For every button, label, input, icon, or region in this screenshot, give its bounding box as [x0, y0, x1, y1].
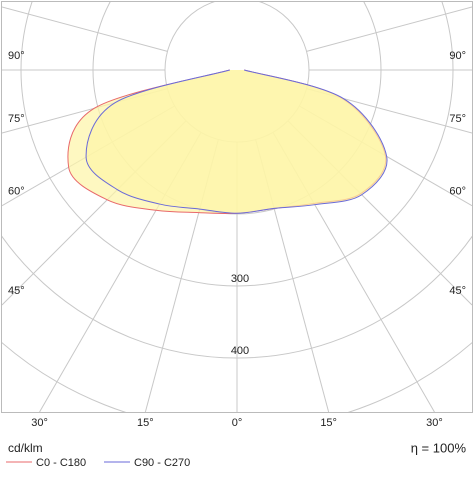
angle-tick-label: 45° [8, 285, 25, 297]
angle-tick-label: 60° [8, 186, 25, 198]
unit-label: cd/klm [8, 441, 43, 455]
grid-ray [306, 6, 472, 52]
r-tick-label: 400 [231, 345, 249, 357]
angle-tick-label: 75° [8, 113, 25, 125]
grid-ray [2, 6, 168, 52]
angle-tick-label: 45° [449, 285, 466, 297]
angle-tick-label: 60° [449, 186, 466, 198]
plot-frame [1, 1, 473, 413]
angle-tick-label: 0° [232, 417, 243, 429]
intensity-curve [85, 69, 388, 214]
angle-tick-label: 30° [31, 417, 48, 429]
angle-tick-label: 90° [449, 50, 466, 62]
r-tick-label: 300 [231, 273, 249, 285]
angle-tick-label: 30° [426, 417, 443, 429]
intensity-fill [86, 70, 388, 214]
legend-label: C90 - C270 [134, 457, 190, 469]
legend-label: C0 - C180 [36, 457, 86, 469]
angle-tick-label: 15° [320, 417, 337, 429]
angle-tick-label: 90° [8, 50, 25, 62]
efficiency-label: η = 100% [411, 440, 467, 455]
angle-tick-label: 75° [449, 113, 466, 125]
angle-tick-label: 15° [137, 417, 154, 429]
